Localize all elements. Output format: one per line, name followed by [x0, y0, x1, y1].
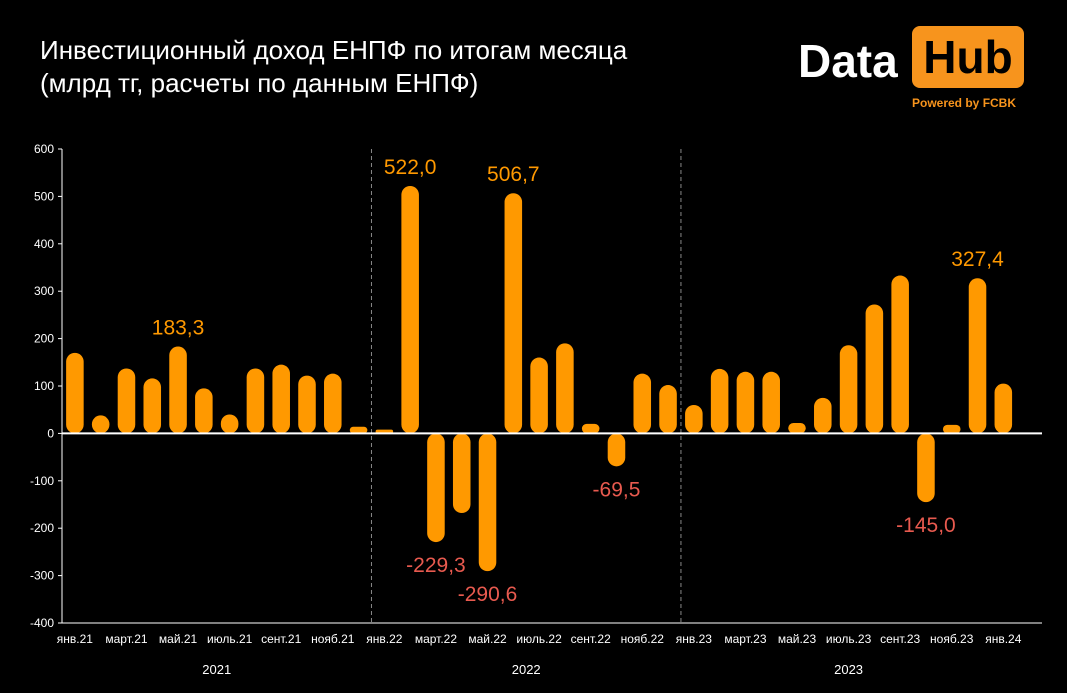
data-label: 327,4 — [951, 248, 1004, 271]
bar — [349, 426, 368, 434]
data-label: -229,3 — [406, 554, 466, 577]
bar — [324, 373, 342, 434]
bar — [659, 385, 677, 434]
y-tick-label: 300 — [34, 284, 54, 298]
y-tick-label: 600 — [34, 142, 54, 156]
bar — [581, 423, 600, 434]
data-label: -290,6 — [458, 583, 518, 606]
datahub-logo: Data Hub Powered by FCBK — [798, 24, 1024, 114]
data-label: -145,0 — [896, 514, 956, 537]
logo-data-text: Data — [798, 35, 898, 87]
x-tick-label: март.21 — [105, 632, 148, 646]
bar — [169, 346, 187, 434]
bar — [788, 422, 806, 434]
x-tick-label: май.23 — [778, 632, 817, 646]
bar — [220, 414, 239, 434]
x-tick-label: нояб.22 — [621, 632, 665, 646]
bar — [891, 275, 909, 434]
bar — [298, 375, 316, 434]
bar — [478, 433, 497, 572]
x-tick-label: сент.23 — [880, 632, 920, 646]
x-tick-label: июль.23 — [826, 632, 872, 646]
y-tick-label: 0 — [47, 426, 54, 440]
bar — [942, 424, 961, 434]
data-label: 183,3 — [152, 317, 205, 340]
bar — [814, 397, 832, 434]
bar — [504, 193, 523, 434]
bar — [117, 368, 136, 434]
bar — [917, 433, 935, 503]
y-tick-label: 500 — [34, 189, 54, 203]
year-label: 2023 — [834, 662, 863, 677]
bar — [91, 415, 110, 434]
y-tick-label: -400 — [30, 616, 54, 630]
chart-title-line1: Инвестиционный доход ЕНПФ по итогам меся… — [40, 35, 628, 65]
y-tick-label: 100 — [34, 379, 54, 393]
x-tick-label: июль.21 — [207, 632, 253, 646]
data-label: -69,5 — [593, 478, 641, 501]
bar — [66, 352, 84, 434]
x-tick-label: сент.22 — [571, 632, 611, 646]
bar — [195, 388, 213, 434]
bar — [762, 371, 780, 434]
bar — [427, 433, 445, 543]
bar — [736, 371, 755, 434]
x-tick-label: янв.21 — [57, 632, 94, 646]
y-tick-label: 400 — [34, 237, 54, 251]
bar — [607, 433, 626, 467]
x-tick-label: июль.22 — [516, 632, 562, 646]
bar — [401, 185, 419, 434]
bar — [452, 433, 471, 514]
bar — [685, 404, 703, 434]
data-label: 522,0 — [384, 156, 437, 179]
bar — [968, 278, 987, 434]
x-tick-label: май.22 — [468, 632, 507, 646]
bar — [143, 378, 162, 434]
bar — [994, 383, 1013, 434]
data-label: 506,7 — [487, 163, 540, 186]
logo-hub-badge: Hub — [912, 26, 1024, 88]
bar — [839, 345, 858, 434]
chart-title: Инвестиционный доход ЕНПФ по итогам меся… — [40, 34, 627, 100]
y-tick-label: -300 — [30, 569, 54, 583]
y-tick-label: -100 — [30, 474, 54, 488]
x-tick-label: янв.23 — [676, 632, 713, 646]
year-label: 2022 — [512, 662, 541, 677]
bar — [556, 343, 574, 434]
x-tick-label: нояб.23 — [930, 632, 974, 646]
x-tick-label: сент.21 — [261, 632, 301, 646]
x-tick-label: нояб.21 — [311, 632, 355, 646]
x-tick-label: янв.24 — [985, 632, 1022, 646]
bar — [633, 373, 652, 434]
x-tick-label: май.21 — [159, 632, 198, 646]
bar — [246, 368, 265, 434]
chart-title-line2: (млрд тг, расчеты по данным ЕНПФ) — [40, 68, 479, 98]
y-tick-label: 200 — [34, 332, 54, 346]
x-tick-label: янв.22 — [366, 632, 403, 646]
bar — [530, 357, 548, 434]
bar — [710, 368, 729, 434]
logo-powered-by: Powered by FCBK — [912, 96, 1017, 110]
bar — [865, 304, 884, 434]
year-label: 2021 — [202, 662, 231, 677]
x-tick-label: март.23 — [724, 632, 767, 646]
y-tick-label: -200 — [30, 521, 54, 535]
x-tick-label: март.22 — [415, 632, 458, 646]
bar — [272, 364, 290, 434]
